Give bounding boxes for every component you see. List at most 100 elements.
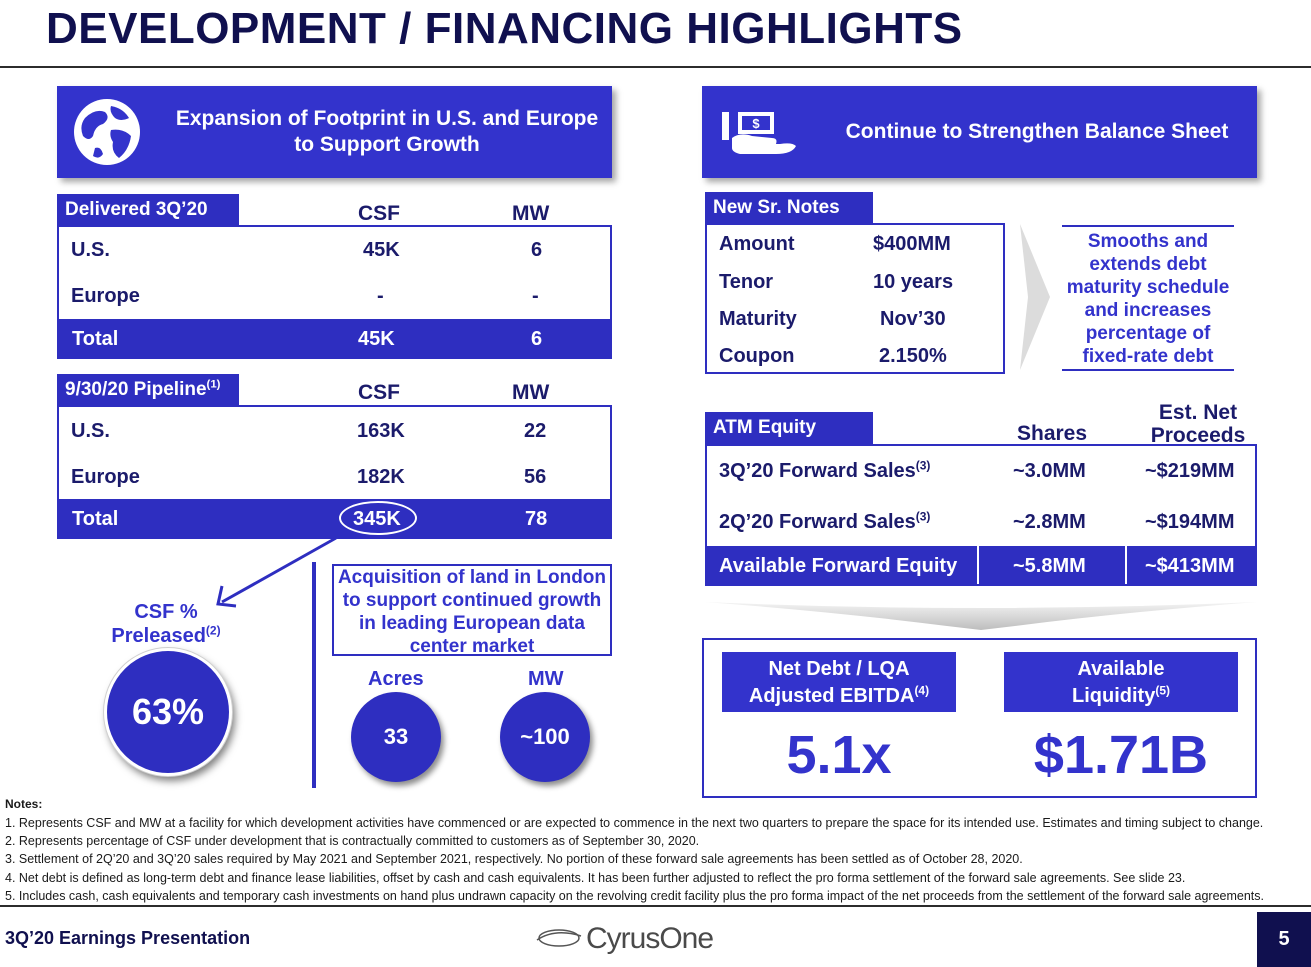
delivered-total-csf: 45K: [358, 328, 395, 350]
notes-row-coupon-value: 2.150%: [879, 345, 947, 367]
liquidity-label-line2: Liquidity(5): [1004, 683, 1238, 710]
notes-row-amount-name: Amount: [719, 233, 795, 255]
preleased-label-line2: Preleased(2): [90, 624, 242, 648]
delivered-total-name: Total: [72, 328, 119, 350]
cyrusone-logo: CyrusOne: [586, 922, 714, 955]
liquidity-label: Available Liquidity(5): [1004, 652, 1238, 712]
liquidity-label-line1: Available: [1077, 658, 1165, 680]
cash-hand-icon: $: [722, 112, 796, 154]
liquidity-label-sup: (5): [1155, 683, 1170, 698]
pipeline-col-csf: CSF: [358, 381, 400, 404]
delivered-row-us-mw: 6: [531, 239, 543, 261]
netdebt-value: 5.1x: [786, 725, 892, 785]
pipeline-row-us-csf: 163K: [357, 420, 405, 442]
pipeline-total-row: Total 345K 78: [59, 499, 610, 537]
atm-row-3q-name: 3Q’20 Forward Sales(3): [719, 458, 931, 483]
netdebt-label: Net Debt / LQA Adjusted EBITDA(4): [722, 652, 956, 712]
footer-title: 3Q’20 Earnings Presentation: [5, 928, 251, 948]
pointer-arrow: [216, 536, 337, 608]
delivered-row-europe-mw: -: [532, 285, 539, 307]
liquidity-value: $1.71B: [1033, 725, 1209, 785]
preleased-label-line1: CSF %: [134, 601, 198, 623]
callout-top-rule: [1062, 225, 1234, 227]
notes-row-maturity-value: Nov’30: [880, 308, 946, 330]
pipeline-row-europe-name: Europe: [71, 466, 140, 488]
page-title: DEVELOPMENT / FINANCING HIGHLIGHTS: [46, 4, 963, 53]
delivered-col-csf: CSF: [358, 202, 400, 225]
notes-table-label: New Sr. Notes: [705, 192, 873, 224]
note-4: 4. Net debt is defined as long-term debt…: [5, 871, 1186, 885]
london-callout: Acquisition of land in London to support…: [332, 564, 612, 657]
pipeline-label-sup: (1): [206, 378, 221, 391]
atm-col-shares: Shares: [1017, 422, 1088, 445]
delivered-label: Delivered 3Q’20: [57, 194, 239, 226]
atm-total-row: Available Forward Equity ~5.8MM ~$413MM: [707, 546, 1255, 584]
atm-row-3q-sup: (3): [915, 458, 931, 473]
mw-label: MW: [528, 668, 564, 690]
left-banner-line2: to Support Growth: [294, 133, 480, 156]
atm-row-2q-name: 2Q’20 Forward Sales(3): [719, 509, 931, 534]
atm-col-proceeds-line1: Est. Net: [1158, 401, 1238, 424]
left-banner: Expansion of Footprint in U.S. and Europ…: [57, 86, 612, 178]
notes-table: Amount $400MM Tenor 10 years Maturity No…: [705, 223, 1005, 374]
netdebt-label-line1: Net Debt / LQA: [768, 658, 910, 680]
right-banner-title: Continue to Strengthen Balance Sheet: [845, 120, 1229, 143]
pipeline-table: U.S. 163K 22 Europe 182K 56 Total 345K 7…: [57, 405, 612, 539]
left-banner-line1: Expansion of Footprint in U.S. and Europ…: [175, 107, 599, 130]
title-divider: [0, 66, 1311, 68]
delivered-row-us-name: U.S.: [71, 239, 110, 261]
notes-row-tenor-name: Tenor: [719, 271, 774, 293]
svg-text:$: $: [752, 116, 760, 131]
pipeline-col-mw: MW: [512, 381, 550, 404]
netdebt-label-text: Adjusted EBITDA: [748, 685, 915, 707]
atm-total-proceeds: ~$413MM: [1145, 555, 1235, 577]
pipeline-total-name: Total: [72, 508, 119, 530]
preleased-label-sup: (2): [205, 623, 221, 638]
pipeline-row-us-name: U.S.: [71, 420, 110, 442]
right-banner: $ Continue to Strengthen Balance Sheet: [702, 86, 1257, 178]
pipeline-row-europe-mw: 56: [524, 466, 547, 488]
globe-icon: [74, 99, 140, 165]
atm-row-3q-name-text: 3Q’20 Forward Sales: [719, 460, 916, 482]
note-3: 3. Settlement of 2Q’20 and 3Q’20 sales r…: [5, 852, 1023, 866]
netdebt-label-sup: (4): [914, 683, 930, 698]
atm-table: 3Q’20 Forward Sales(3) ~3.0MM ~$219MM 2Q…: [705, 444, 1257, 586]
delivered-col-mw: MW: [512, 202, 550, 225]
acres-label: Acres: [368, 668, 424, 690]
atm-total-separator-2: [1125, 546, 1127, 584]
preleased-label-text: Preleased: [111, 625, 206, 647]
note-1: 1. Represents CSF and MW at a facility f…: [5, 816, 1264, 830]
down-wedge: [705, 602, 1257, 630]
netdebt-label-line2: Adjusted EBITDA(4): [722, 683, 956, 710]
atm-total-separator-1: [977, 546, 979, 584]
mw-circle: ~100: [500, 692, 590, 782]
atm-row-3q-proceeds: ~$219MM: [1145, 460, 1235, 482]
note-2: 2. Represents percentage of CSF under de…: [5, 834, 700, 848]
pipeline-row-us-mw: 22: [524, 420, 547, 442]
delivered-row-us-csf: 45K: [363, 239, 400, 261]
cyrusone-logo-icon: [536, 929, 582, 947]
pipeline-total-mw: 78: [525, 508, 548, 530]
footer-rule: [0, 905, 1311, 907]
delivered-row-europe-name: Europe: [71, 285, 140, 307]
liquidity-label-text: Liquidity: [1072, 685, 1156, 707]
atm-row-2q-sup: (3): [915, 509, 931, 524]
left-banner-title: Expansion of Footprint in U.S. and Europ…: [157, 106, 617, 158]
pipeline-label-text: 9/30/20 Pipeline: [65, 379, 207, 400]
atm-total-shares: ~5.8MM: [1013, 555, 1086, 577]
notes-row-tenor-value: 10 years: [873, 271, 954, 293]
notes-row-maturity-name: Maturity: [719, 308, 797, 330]
pipeline-label: 9/30/20 Pipeline(1): [57, 374, 239, 406]
atm-col-proceeds-line2: Proceeds: [1150, 424, 1246, 447]
preleased-label: CSF % Preleased(2): [90, 600, 242, 648]
kpi-box: Net Debt / LQA Adjusted EBITDA(4) Availa…: [702, 638, 1257, 798]
atm-col-proceeds: Est. Net Proceeds: [1140, 401, 1256, 447]
note-5: 5. Includes cash, cash equivalents and t…: [5, 889, 1265, 903]
preleased-circle: 63%: [104, 648, 232, 776]
vertical-divider: [312, 562, 316, 788]
delivered-row-europe-csf: -: [377, 285, 384, 307]
notes-heading: Notes:: [5, 797, 43, 811]
atm-row-2q-shares: ~2.8MM: [1013, 511, 1086, 533]
page-number: 5: [1257, 912, 1311, 967]
atm-row-2q-name-text: 2Q’20 Forward Sales: [719, 511, 916, 533]
